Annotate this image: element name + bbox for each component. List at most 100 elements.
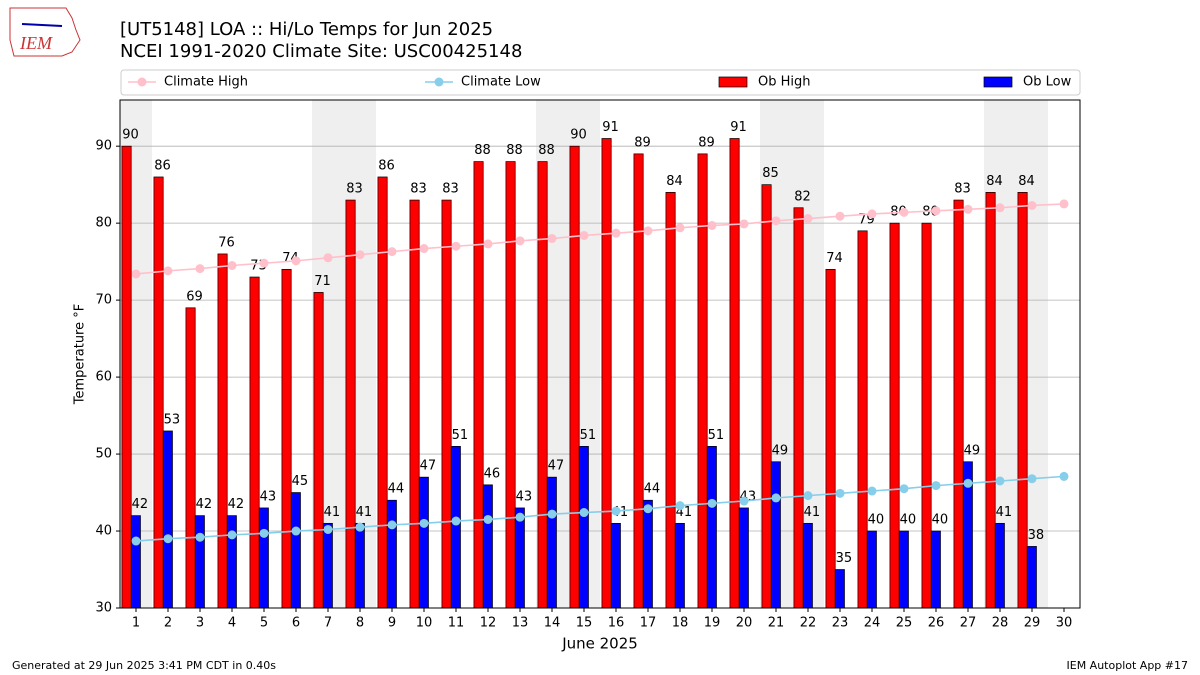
bar [537, 161, 548, 609]
bar-value-label: 42 [196, 497, 213, 512]
climate-point [163, 266, 173, 276]
climate-point [1059, 199, 1069, 209]
legend-label: Climate Low [461, 75, 541, 90]
climate-point [547, 509, 557, 519]
bar [578, 446, 589, 609]
plot-frame [119, 99, 1081, 609]
climate-point [131, 269, 141, 279]
x-tick-label: 9 [388, 616, 396, 631]
x-tick-label: 12 [480, 616, 497, 631]
climate-point [419, 244, 429, 254]
climate-point [387, 247, 397, 257]
climate-point [707, 220, 717, 230]
bar-value-label: 91 [602, 120, 619, 135]
climate-point [963, 204, 973, 214]
bar-value-label: 47 [548, 459, 565, 474]
chart-subtitle: NCEI 1991-2020 Climate Site: USC00425148 [120, 41, 522, 62]
climate-point [131, 536, 141, 546]
bar-value-label: 83 [346, 182, 363, 197]
climate-point [195, 264, 205, 274]
bar-value-label: 41 [356, 505, 373, 520]
climate-line [135, 203, 1065, 275]
bar [1026, 546, 1037, 609]
y-tick-label: 60 [95, 370, 112, 385]
bar-value-label: 91 [730, 120, 747, 135]
y-tick-label: 30 [95, 601, 112, 616]
climate-point [259, 258, 269, 268]
bar [985, 192, 996, 609]
climate-point [739, 496, 749, 506]
climate-point [963, 478, 973, 488]
bar-value-label: 41 [996, 505, 1013, 520]
climate-point [579, 230, 589, 240]
climate-point [227, 530, 237, 540]
bar-value-label: 83 [442, 182, 459, 197]
climate-point [739, 219, 749, 229]
bar-value-label: 40 [932, 513, 949, 528]
legend-swatch [718, 76, 748, 88]
climate-point [259, 528, 269, 538]
climate-point [387, 520, 397, 530]
climate-point [483, 514, 493, 524]
x-tick-label: 29 [1024, 616, 1041, 631]
bar [665, 192, 676, 609]
bar [761, 184, 772, 609]
bar [1017, 192, 1028, 609]
bar [921, 222, 932, 609]
x-tick-label: 6 [292, 616, 300, 631]
bar-value-label: 76 [218, 235, 235, 250]
climate-point [515, 512, 525, 522]
climate-point [931, 481, 941, 491]
bar-value-label: 45 [292, 474, 309, 489]
climate-point [163, 534, 173, 544]
climate-point [643, 504, 653, 514]
climate-point [1027, 200, 1037, 210]
x-tick-label: 10 [416, 616, 433, 631]
bar [162, 430, 173, 609]
x-tick-label: 1 [132, 616, 140, 631]
x-axis-label: June 2025 [561, 635, 638, 653]
bar-value-label: 49 [964, 443, 981, 458]
bar-value-label: 44 [644, 482, 661, 497]
y-tick-label: 50 [95, 447, 112, 462]
bar-value-label: 42 [228, 497, 245, 512]
bar-value-label: 83 [954, 182, 971, 197]
y-tick-label: 70 [95, 293, 112, 308]
bar-value-label: 89 [634, 135, 651, 150]
bar-value-label: 84 [666, 174, 683, 189]
bar [505, 161, 516, 609]
climate-point [611, 228, 621, 238]
logo-text: IEM [19, 33, 53, 53]
bar [825, 268, 836, 609]
bar [354, 522, 365, 609]
bar [930, 530, 941, 609]
climate-point [323, 524, 333, 534]
bar-value-label: 71 [314, 274, 331, 289]
bar-value-label: 83 [410, 182, 427, 197]
bar [409, 199, 420, 609]
x-tick-label: 8 [356, 616, 364, 631]
climate-point [227, 260, 237, 270]
bar [514, 507, 525, 609]
climate-point [835, 488, 845, 498]
x-tick-label: 14 [544, 616, 561, 631]
bar-value-label: 41 [804, 505, 821, 520]
legend-marker [137, 77, 147, 87]
bar-value-label: 86 [154, 158, 171, 173]
bar [953, 199, 964, 609]
bar [770, 461, 781, 609]
x-tick-label: 20 [736, 616, 753, 631]
bar [889, 222, 900, 609]
climate-point [899, 207, 909, 217]
bar-value-label: 90 [122, 128, 139, 143]
climate-line [135, 475, 1065, 542]
climate-point [803, 214, 813, 224]
bar [866, 530, 877, 609]
bar-value-label: 51 [452, 428, 469, 443]
bar [642, 499, 653, 609]
bar-value-label: 43 [260, 489, 277, 504]
bar-value-label: 51 [580, 428, 597, 443]
bar [130, 515, 141, 609]
x-tick-label: 24 [864, 616, 881, 631]
